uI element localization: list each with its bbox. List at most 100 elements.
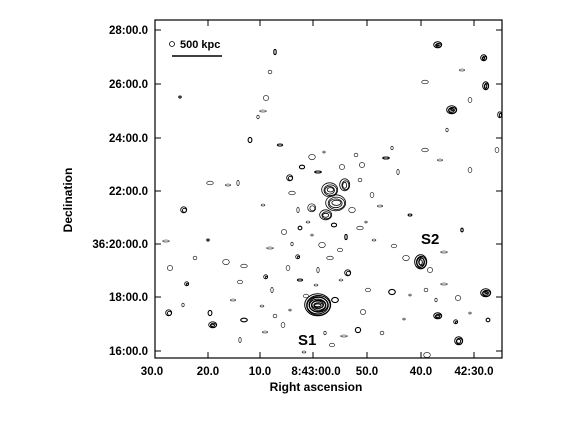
y-axis xyxy=(155,29,502,352)
contour-level xyxy=(222,259,230,265)
contour-level xyxy=(288,190,296,196)
contour-level xyxy=(303,293,309,299)
x-axis xyxy=(154,20,475,358)
contour-level xyxy=(456,338,462,344)
contour-level xyxy=(316,267,320,273)
contour-level xyxy=(331,296,339,304)
contour-level xyxy=(445,127,449,133)
contour-level xyxy=(437,158,443,162)
contour-level xyxy=(357,177,363,183)
contour-level xyxy=(482,291,490,296)
x-tick-label: 8:43:00.0 xyxy=(291,366,340,378)
contour-level xyxy=(467,97,473,103)
contour-level xyxy=(267,69,273,75)
contour-level xyxy=(272,313,278,319)
contour-level xyxy=(313,302,324,309)
contour-level xyxy=(364,220,368,224)
contour-level xyxy=(435,44,440,47)
x-tick-label: 42:30.0 xyxy=(454,366,493,378)
contour-level xyxy=(423,352,431,358)
contour-level xyxy=(306,296,329,315)
contour-level xyxy=(460,227,464,233)
contour-level xyxy=(337,247,343,253)
contour-level xyxy=(354,326,362,334)
contour-level xyxy=(210,323,216,327)
contour-level xyxy=(435,314,441,318)
contour-level xyxy=(287,175,293,181)
x-tick-labels: 30.0 20.0 10.0 8:43:00.0 50.0 40.0 42:30… xyxy=(141,366,494,378)
contour-level xyxy=(206,180,214,186)
contour-level xyxy=(310,233,314,237)
contour-level xyxy=(484,83,488,89)
contour-level xyxy=(433,41,443,49)
contour-level xyxy=(356,225,364,231)
contour-level xyxy=(247,136,253,144)
contour-level xyxy=(454,320,458,324)
source-label-s1: S1 xyxy=(298,332,316,349)
contour-level xyxy=(321,211,332,220)
contour-level xyxy=(225,183,231,187)
contour-level xyxy=(298,164,306,170)
contour-level xyxy=(328,198,343,209)
contour-level xyxy=(185,282,189,286)
contour-level xyxy=(450,108,455,112)
contour-level xyxy=(178,95,182,99)
contour-level xyxy=(371,238,377,242)
y-tick-label: 36:20:00.0 xyxy=(92,239,148,251)
contour-level xyxy=(313,283,319,287)
y-tick-label: 22:00.0 xyxy=(109,186,148,198)
contour-level xyxy=(377,204,383,208)
contour-level xyxy=(396,169,400,175)
contour-level xyxy=(181,207,187,213)
contour-level xyxy=(484,291,489,294)
contour-level xyxy=(297,225,303,231)
contour-level xyxy=(290,241,294,247)
contour-level xyxy=(339,178,351,192)
contour-level xyxy=(181,302,185,308)
contour-level xyxy=(192,255,198,261)
contour-level xyxy=(240,263,248,269)
contour-level xyxy=(402,255,410,261)
contour-level xyxy=(379,330,385,336)
contour-level xyxy=(259,304,265,308)
contour-level xyxy=(348,207,356,213)
x-tick-label: 30.0 xyxy=(141,366,163,378)
contour-level xyxy=(264,275,268,279)
contour-level xyxy=(285,265,291,271)
contour-level xyxy=(459,68,465,72)
y-tick-label: 18:00.0 xyxy=(109,292,148,304)
contour-level xyxy=(327,196,345,210)
contour-level xyxy=(288,308,292,312)
contour-level xyxy=(280,322,286,328)
contour-level xyxy=(353,152,359,158)
contour-level xyxy=(448,108,456,113)
contour-level xyxy=(206,238,210,242)
contour-level xyxy=(329,342,335,348)
contour-level xyxy=(309,205,316,212)
contour-level xyxy=(326,187,334,193)
contour-level xyxy=(467,167,473,173)
contour-level xyxy=(167,265,173,271)
contour-level xyxy=(326,255,334,261)
contour-level xyxy=(338,278,344,282)
x-tick-label: 40.0 xyxy=(410,366,432,378)
contour-level xyxy=(359,162,365,168)
contour-level xyxy=(305,220,311,224)
contour-level xyxy=(322,150,326,154)
contour-level xyxy=(342,181,348,189)
contour-level xyxy=(304,293,332,317)
y-tick-label: 24:00.0 xyxy=(109,133,148,145)
contour-level xyxy=(262,330,268,334)
contour-level xyxy=(166,310,172,316)
contour-level xyxy=(427,267,433,273)
contour-level xyxy=(296,255,300,259)
contour-level xyxy=(391,243,397,249)
contour-level xyxy=(323,330,327,336)
contour-level xyxy=(365,287,371,293)
contour-level xyxy=(402,317,406,321)
contour-level xyxy=(407,213,413,217)
contour-level xyxy=(339,164,345,170)
contour-level xyxy=(468,311,472,315)
contour-level xyxy=(260,203,266,207)
